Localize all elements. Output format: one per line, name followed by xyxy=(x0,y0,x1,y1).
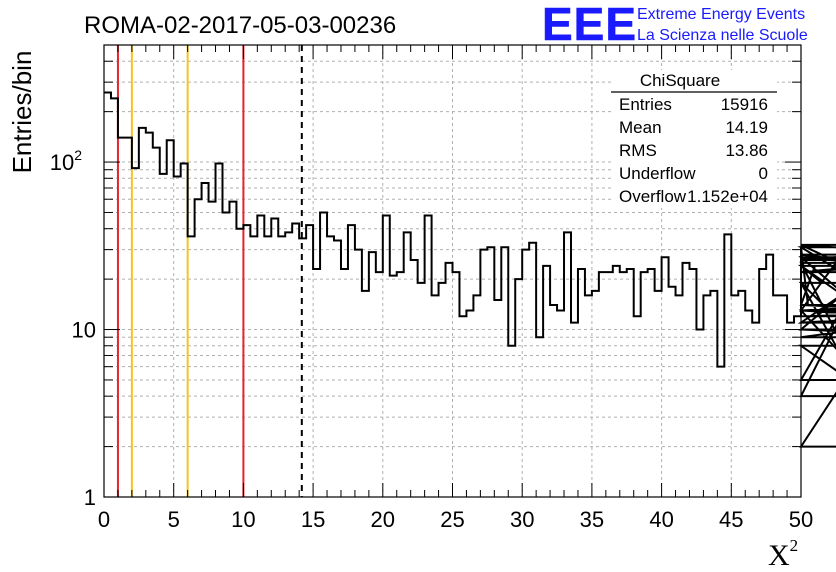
grid xyxy=(104,44,801,497)
stats-value-overflow: 1.152e+04 xyxy=(687,187,768,206)
stats-value-rms: 13.86 xyxy=(725,141,768,160)
reference-lines xyxy=(116,45,303,497)
axis-ticks xyxy=(103,44,802,498)
x-tick-label: 20 xyxy=(371,507,395,532)
eee-logo-line1: Extreme Energy Events xyxy=(637,6,805,23)
histogram-series xyxy=(104,91,836,448)
y-tick-label: 1 xyxy=(84,485,96,510)
stats-label-rms: RMS xyxy=(619,141,657,160)
stats-row-mean: Mean 14.19 xyxy=(619,118,768,137)
x-tick-label: 45 xyxy=(719,507,743,532)
stats-value-entries: 15916 xyxy=(721,95,768,114)
stats-label-overflow: Overflow xyxy=(619,187,687,206)
x-tick-label: 30 xyxy=(510,507,534,532)
chart-title: ROMA-02-2017-05-03-00236 xyxy=(84,12,396,39)
stats-value-mean: 14.19 xyxy=(725,118,768,137)
stats-row-rms: RMS 13.86 xyxy=(619,141,768,160)
stats-box-background xyxy=(611,70,777,208)
x-tick-label: 40 xyxy=(649,507,673,532)
x-axis-label-sup: 2 xyxy=(790,536,799,555)
stats-row-underflow: Underflow 0 xyxy=(619,164,768,183)
eee-logo-line2: La Scienza nelle Scuole xyxy=(637,27,808,44)
stats-row-entries: Entries 15916 xyxy=(619,95,768,114)
x-tick-labels: 0 5 10 15 20 25 30 35 40 45 50 xyxy=(98,507,813,532)
x-tick-label: 15 xyxy=(301,507,325,532)
stats-label-mean: Mean xyxy=(619,118,662,137)
x-tick-label: 5 xyxy=(168,507,180,532)
stats-box: ChiSquare Entries 15916 Mean 14.19 RMS 1… xyxy=(611,70,777,208)
y-axis-label: Entries/bin xyxy=(7,51,37,174)
y-tick-label-base: 10 xyxy=(50,150,74,175)
stats-value-underflow: 0 xyxy=(759,164,768,183)
x-tick-label: 0 xyxy=(98,507,110,532)
x-tick-label: 25 xyxy=(440,507,464,532)
stats-row-overflow: Overflow 1.152e+04 xyxy=(619,187,768,206)
stats-label-underflow: Underflow xyxy=(619,164,696,183)
stats-box-title: ChiSquare xyxy=(640,71,720,90)
x-tick-label: 10 xyxy=(231,507,255,532)
x-tick-label: 35 xyxy=(580,507,604,532)
x-axis-label: X2 xyxy=(768,536,798,572)
x-axis-label-base: X xyxy=(768,539,790,572)
stats-label-entries: Entries xyxy=(619,95,672,114)
eee-logo-mark: EEE xyxy=(542,0,637,50)
x-tick-label: 50 xyxy=(789,507,813,532)
y-tick-label-sup: 2 xyxy=(74,147,82,163)
eee-logo: EEE Extreme Energy Events La Scienza nel… xyxy=(542,0,808,50)
y-tick-label: 102 xyxy=(50,147,82,175)
y-tick-label: 10 xyxy=(72,318,96,343)
